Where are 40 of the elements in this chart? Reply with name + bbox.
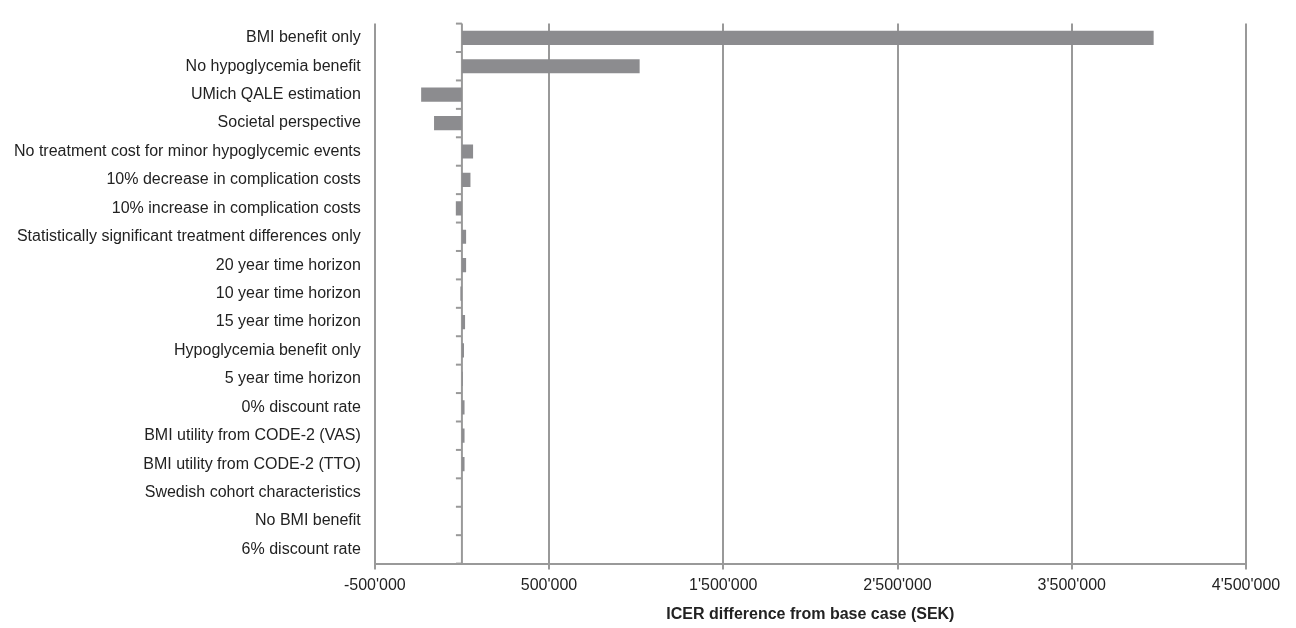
y-tick-label: No BMI benefit — [254, 511, 362, 529]
y-tick-label: 20 year time horizon — [215, 255, 361, 273]
bar — [455, 201, 462, 216]
bar — [461, 258, 467, 273]
bar — [461, 172, 471, 188]
y-tick-label: 15 year time horizon — [215, 312, 361, 330]
y-tick-label: Statistically significant treatment differences only — [16, 227, 361, 245]
bar — [461, 59, 640, 74]
x-tick-label: -500'000 — [343, 575, 406, 593]
x-axis-title: ICER difference from base case (SEK) — [666, 604, 955, 622]
bar — [461, 229, 467, 244]
y-tick-label: No hypoglycemia benefit — [185, 56, 362, 74]
y-tick-label: 0% discount rate — [241, 397, 361, 415]
bar — [461, 314, 466, 330]
y-tick-label: BMI utility from CODE-2 (TTO) — [143, 454, 361, 472]
y-tick-label: BMI benefit only — [246, 28, 361, 46]
x-tick-label: 4'500'000 — [1211, 575, 1281, 593]
bar — [421, 87, 462, 102]
bar — [461, 457, 465, 472]
bar — [434, 115, 462, 131]
x-tick-label: 500'000 — [520, 575, 578, 593]
x-tick-label: 3'500'000 — [1037, 575, 1107, 593]
y-tick-label: Hypoglycemia benefit only — [174, 340, 361, 358]
y-tick-label: Societal perspective — [217, 113, 361, 131]
bar — [461, 428, 465, 443]
y-tick-label: Swedish cohort characteristics — [144, 482, 361, 500]
x-tick-label: 1'500'000 — [689, 575, 758, 593]
bar — [461, 400, 465, 415]
x-tick-label: 2'500'000 — [863, 575, 932, 593]
y-tick-label: 5 year time horizon — [224, 369, 361, 387]
y-tick-label: No treatment cost for minor hypoglycemic events — [13, 141, 361, 159]
y-tick-label: BMI utility from CODE-2 (VAS) — [144, 426, 361, 444]
y-tick-label: 10% increase in complication costs — [111, 198, 361, 216]
bar — [461, 144, 474, 159]
y-tick-label: 6% discount rate — [241, 539, 361, 557]
y-tick-label: 10 year time horizon — [215, 284, 361, 302]
y-tick-label: 10% decrease in complication costs — [106, 170, 361, 188]
bar — [461, 30, 1154, 45]
bar — [461, 343, 465, 358]
y-tick-label: UMich QALE estimation — [190, 85, 361, 103]
